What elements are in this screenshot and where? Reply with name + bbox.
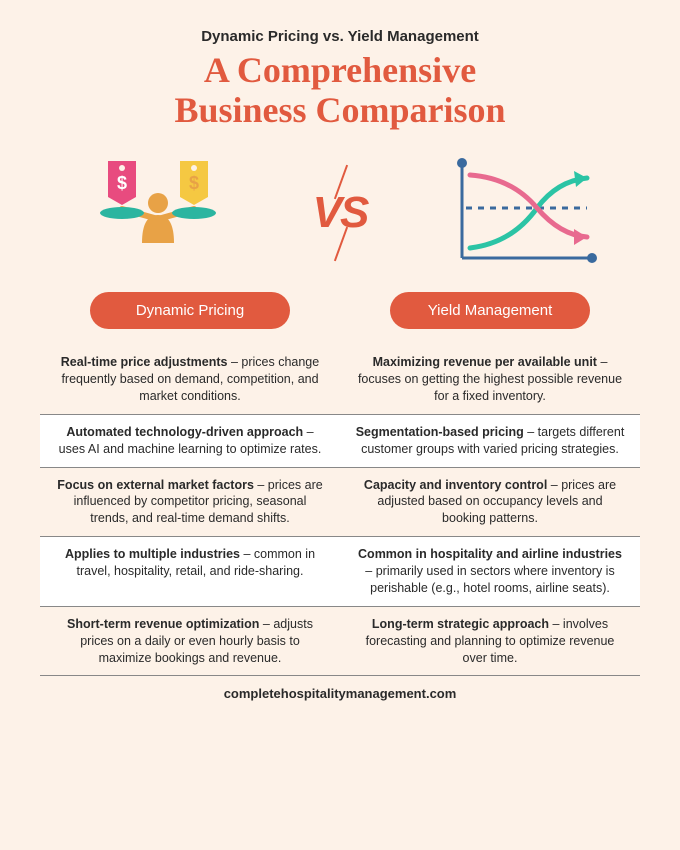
cell-left: Automated technology-driven approach – u… — [40, 415, 340, 467]
left-pill: Dynamic Pricing — [90, 292, 290, 329]
title-line-1: A Comprehensive — [40, 51, 640, 91]
right-pill: Yield Management — [390, 292, 590, 329]
balance-scale-icon: $ $ — [78, 153, 238, 273]
table-row: Applies to multiple industries – common … — [40, 537, 640, 607]
subtitle: Dynamic Pricing vs. Yield Management — [40, 28, 640, 45]
svg-text:$: $ — [117, 173, 127, 193]
svg-text:$: $ — [189, 173, 199, 193]
table-row: Automated technology-driven approach – u… — [40, 415, 640, 468]
comparison-table: Real-time price adjustments – prices cha… — [40, 345, 640, 676]
icons-row: $ $ VS — [40, 148, 640, 278]
infographic-container: Dynamic Pricing vs. Yield Management A C… — [0, 0, 680, 850]
table-row: Real-time price adjustments – prices cha… — [40, 345, 640, 415]
chart-curves-icon — [442, 153, 602, 273]
vs-label: VS — [313, 188, 368, 238]
cell-right: Long-term strategic approach – involves … — [340, 607, 640, 676]
footer-url: completehospitalitymanagement.com — [40, 686, 640, 701]
pill-row: Dynamic Pricing Yield Management — [40, 292, 640, 329]
title-line-2: Business Comparison — [40, 91, 640, 131]
table-row: Short-term revenue optimization – adjust… — [40, 607, 640, 677]
cell-left: Short-term revenue optimization – adjust… — [40, 607, 340, 676]
cell-left: Focus on external market factors – price… — [40, 468, 340, 537]
cell-left: Real-time price adjustments – prices cha… — [40, 345, 340, 414]
table-row: Focus on external market factors – price… — [40, 468, 640, 538]
cell-right: Maximizing revenue per available unit – … — [340, 345, 640, 414]
cell-right: Capacity and inventory control – prices … — [340, 468, 640, 537]
cell-right: Segmentation-based pricing – targets dif… — [340, 415, 640, 467]
cell-left: Applies to multiple industries – common … — [40, 537, 340, 606]
main-title: A Comprehensive Business Comparison — [40, 51, 640, 130]
cell-right: Common in hospitality and airline indust… — [340, 537, 640, 606]
